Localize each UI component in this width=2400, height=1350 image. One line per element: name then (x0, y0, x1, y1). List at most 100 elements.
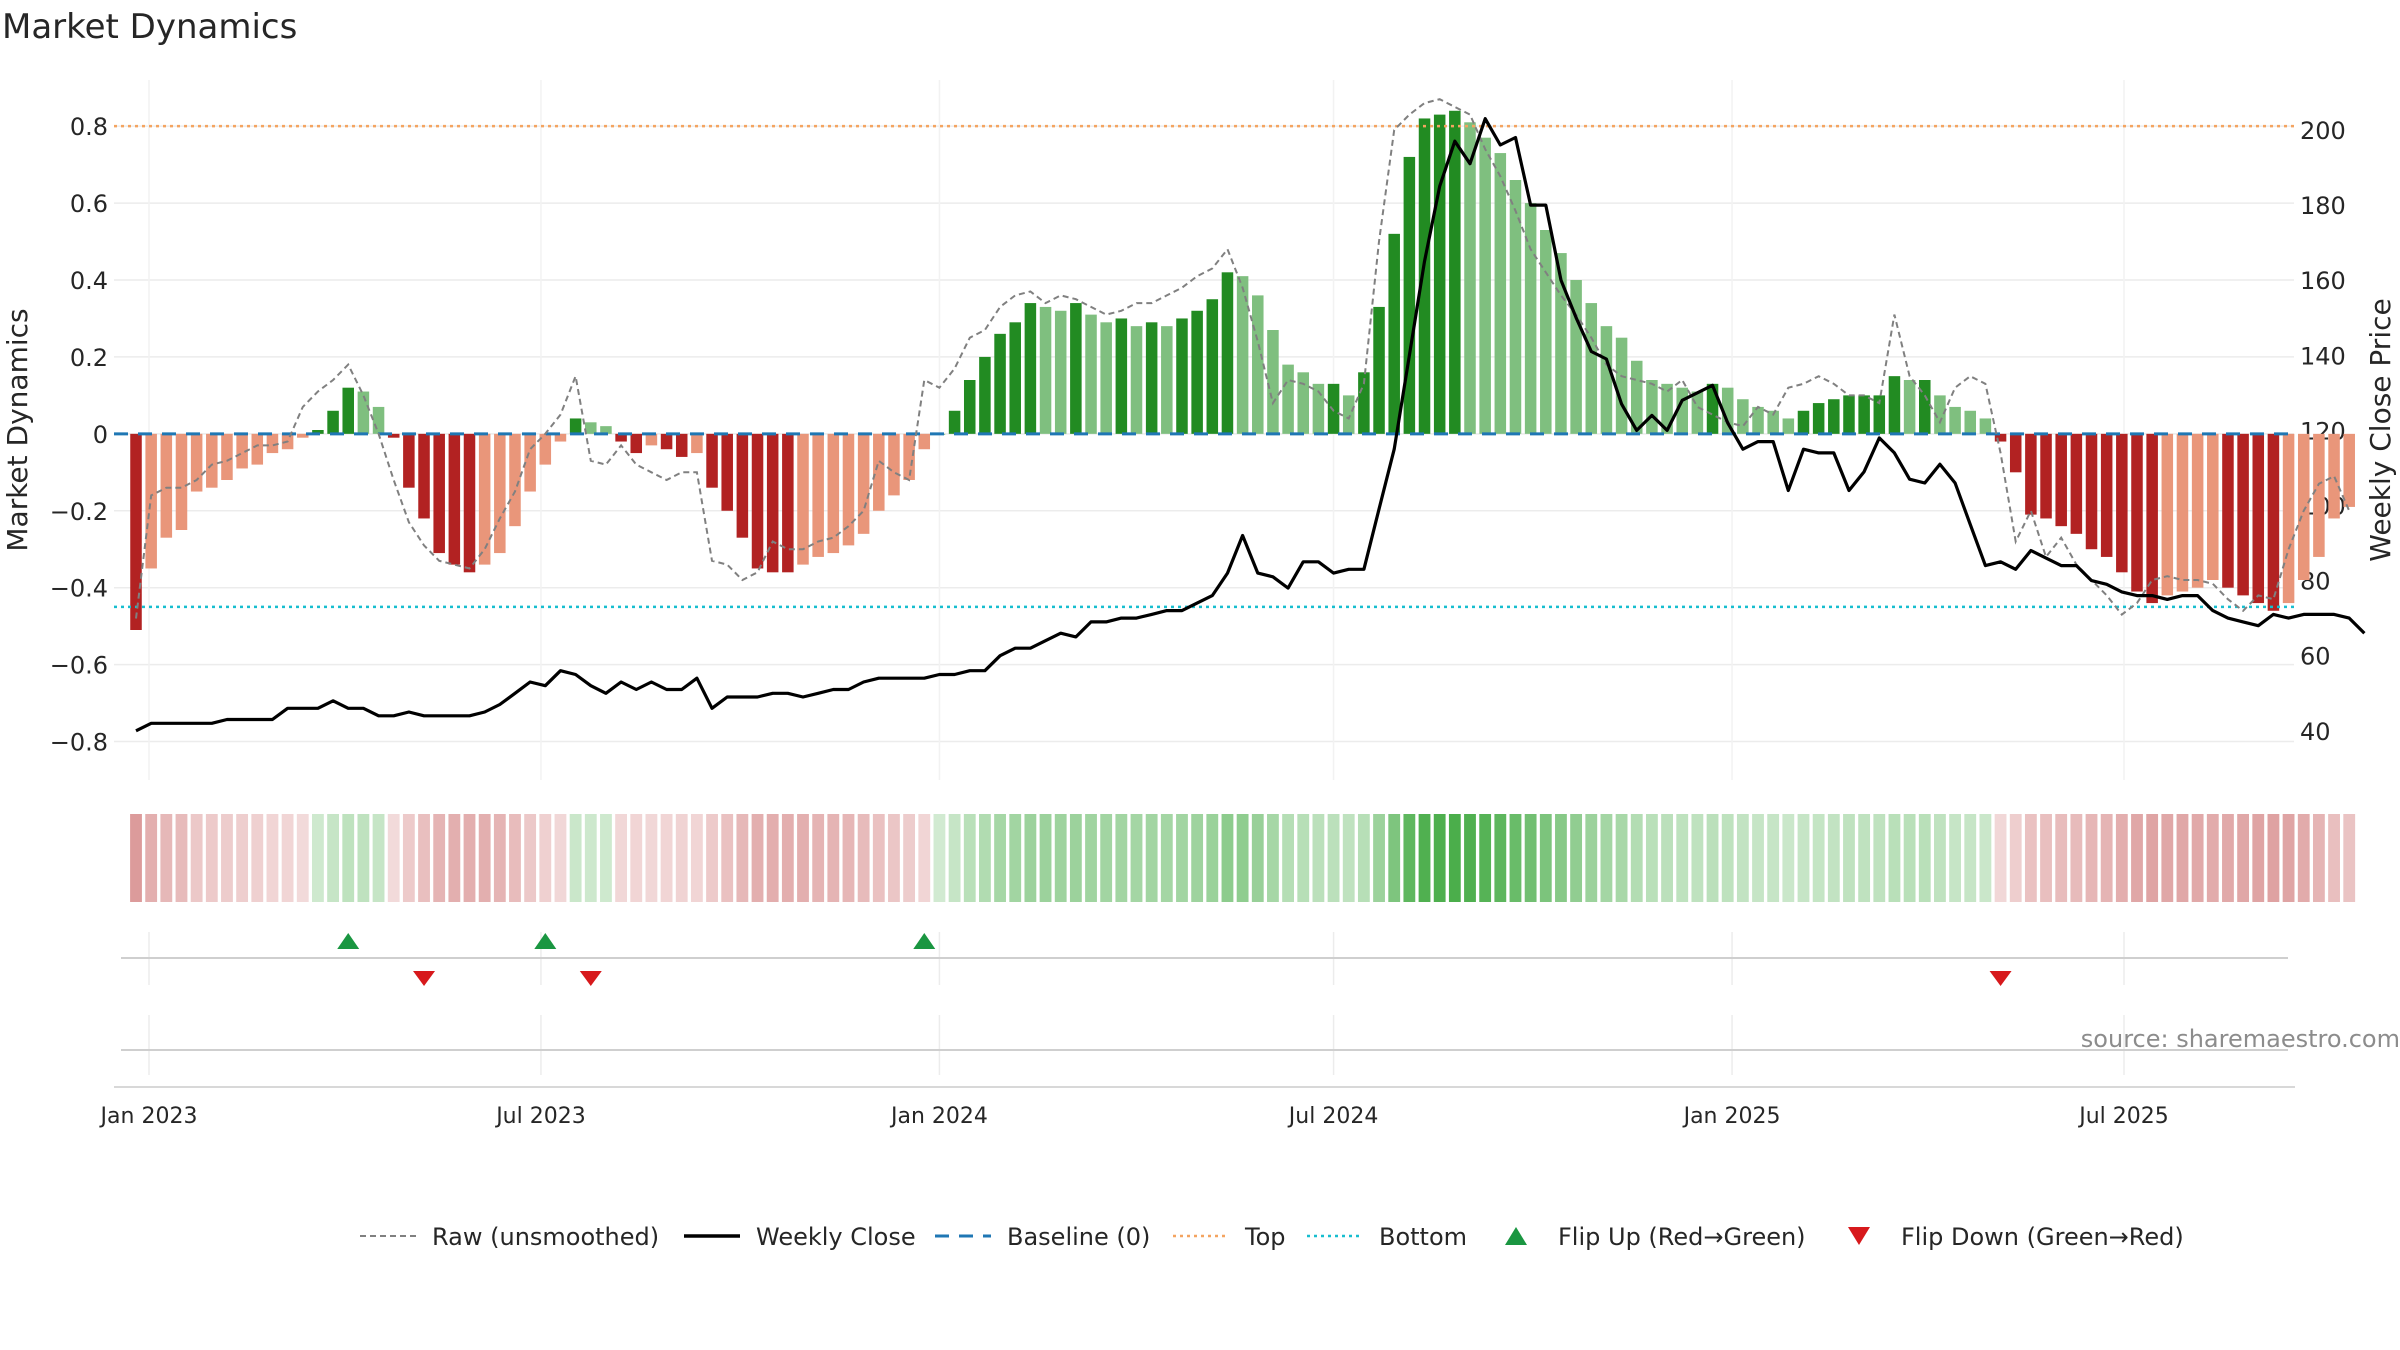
bar (1479, 137, 1491, 434)
heat-cell (1206, 814, 1219, 902)
heat-cell (539, 814, 552, 902)
heat-strip (130, 814, 2356, 902)
bar (403, 433, 415, 488)
bar (1691, 391, 1704, 434)
bar (2009, 433, 2022, 473)
heat-cell (2024, 814, 2037, 902)
bar (873, 433, 885, 511)
heat-cell (160, 814, 173, 902)
bar (372, 406, 385, 434)
heat-cell (2009, 814, 2022, 902)
bar (1327, 383, 1340, 434)
heat-cell (736, 814, 749, 902)
bar (888, 433, 900, 496)
heat-cell (1494, 814, 1507, 902)
x-tick-label: Jan 2025 (1682, 1104, 1781, 1129)
bar (979, 356, 991, 434)
heat-cell (1934, 814, 1946, 902)
bar (1737, 399, 1749, 434)
bar (797, 433, 809, 565)
bottom-axis-panel: Jan 2023 Jul 2023 Jan 2024 Jul 2024 Jan 2025… (99, 1015, 2295, 1129)
y-tick-label-left: 0 (93, 421, 108, 449)
heat-cell (690, 814, 703, 902)
bar (1843, 395, 1855, 434)
bar (1934, 395, 1946, 434)
bar (1706, 383, 1719, 434)
heat-cell (675, 814, 688, 902)
bar (494, 433, 506, 554)
heat-cell (2115, 814, 2128, 902)
heat-cell (2282, 814, 2295, 902)
bar (1418, 118, 1431, 434)
bar (812, 433, 824, 557)
bar (221, 433, 233, 480)
bar (1236, 276, 1249, 434)
bar (2237, 433, 2249, 596)
bar (1342, 395, 1355, 434)
heat-cell (2267, 814, 2280, 902)
x-tick-label: Jan 2024 (889, 1104, 988, 1129)
bar (766, 433, 779, 573)
heat-cell (1039, 814, 1052, 902)
bar (1494, 153, 1507, 434)
x-tick-label: Jan 2023 (99, 1104, 198, 1129)
heat-cell (1251, 814, 1264, 902)
flip-down-marker (413, 971, 436, 986)
heat-cell (342, 814, 355, 902)
bar (963, 380, 976, 434)
bar (130, 433, 142, 630)
bar (387, 433, 400, 438)
heat-cell (1403, 814, 1416, 902)
y-tick-label-left: 0.4 (70, 267, 108, 295)
heat-cell (1903, 814, 1916, 902)
heat-cell (1145, 814, 1158, 902)
y-tick-label-right: 180 (2300, 192, 2346, 220)
bar (1054, 310, 1067, 434)
heat-cell (2161, 814, 2174, 902)
bar (2297, 433, 2310, 580)
flip-up-marker (337, 933, 360, 949)
heat-cell (630, 814, 643, 902)
bar (600, 426, 612, 434)
legend-label: Flip Up (Red→Green) (1558, 1223, 1806, 1251)
flip-panel (121, 932, 2288, 986)
heat-cell (1782, 814, 1795, 902)
y-tick-label-left: 0.2 (70, 344, 108, 372)
heat-cell (1691, 814, 1704, 902)
heat-cell (1191, 814, 1204, 902)
heat-cell (1843, 814, 1855, 902)
bar (2282, 433, 2295, 604)
bar (1009, 322, 1021, 434)
heat-cell (1539, 814, 1552, 902)
bar (539, 433, 552, 465)
heat-cell (1555, 814, 1567, 902)
bar (1661, 383, 1673, 434)
heat-cell (1115, 814, 1128, 902)
bar (2161, 433, 2174, 596)
heat-cell (1312, 814, 1325, 902)
bar (1191, 310, 1203, 434)
bar (585, 422, 597, 434)
heat-cell (1752, 814, 1764, 902)
heat-cell (1570, 814, 1583, 902)
y-tick-label-right: 40 (2300, 718, 2331, 746)
bar (918, 433, 931, 450)
bar (1540, 230, 1552, 434)
bar (2176, 433, 2189, 592)
heat-cell (978, 814, 991, 902)
bar (691, 433, 703, 454)
source-note: source: sharemaestro.com (2081, 1025, 2400, 1053)
bar (145, 433, 157, 569)
heat-cell (493, 814, 506, 902)
bar (721, 433, 733, 511)
heat-cell (1661, 814, 1673, 902)
heat-cell (2191, 814, 2204, 902)
y-tick-label-left: −0.8 (50, 729, 108, 757)
heat-cell (857, 814, 870, 902)
bar (1903, 380, 1916, 434)
bar (1403, 156, 1416, 434)
bar (2055, 433, 2067, 527)
bar (175, 433, 188, 530)
legend-swatch (1505, 1227, 1527, 1245)
